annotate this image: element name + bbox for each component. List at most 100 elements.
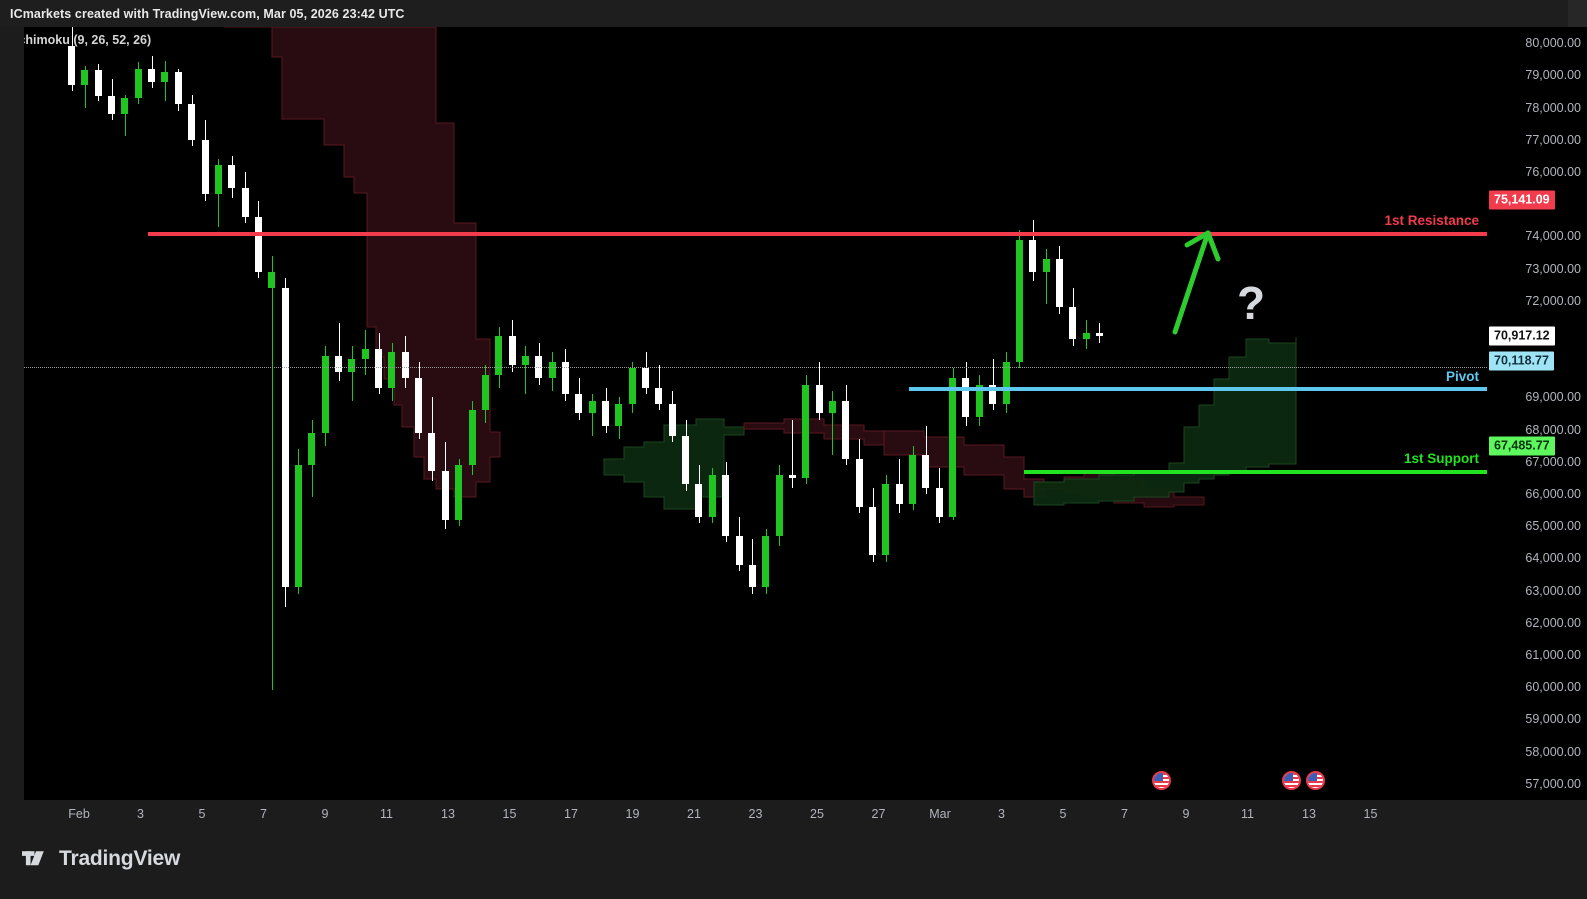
- candle-body: [468, 410, 476, 466]
- candle-body: [1082, 332, 1090, 340]
- candle-body: [615, 403, 623, 427]
- candle-body: [855, 458, 863, 507]
- candle-body: [682, 436, 690, 485]
- candle-body: [695, 484, 703, 517]
- time-tick-label: 25: [810, 807, 824, 821]
- resistance-label: 1st Resistance: [1384, 213, 1479, 228]
- left-gutter: [0, 27, 24, 800]
- time-tick-label: Mar: [929, 807, 951, 821]
- candle-body: [415, 378, 423, 433]
- economic-event-flag-icon[interactable]: [1152, 771, 1171, 790]
- tradingview-mark-icon: [22, 851, 44, 866]
- attribution-bar: ICmarkets created with TradingView.com, …: [0, 0, 1587, 27]
- pivot-label: Pivot: [1445, 369, 1479, 384]
- time-tick-label: 19: [625, 807, 640, 821]
- candle-body: [254, 217, 262, 272]
- price-tick-label: 69,000.00: [1525, 390, 1581, 405]
- candle-body: [481, 374, 489, 411]
- candle-wick: [351, 345, 353, 401]
- candle-wick: [338, 323, 340, 382]
- time-tick-label: 21: [687, 807, 701, 821]
- candle-body: [668, 403, 676, 437]
- candle-body: [1055, 258, 1063, 308]
- candle-body: [321, 355, 329, 433]
- candle-body: [108, 96, 116, 114]
- economic-event-flag-icon[interactable]: [1282, 771, 1301, 790]
- candle-body: [521, 355, 529, 366]
- candle-body: [935, 487, 943, 517]
- pivot-price-badge[interactable]: 70,118.77: [1489, 351, 1554, 371]
- candle-body: [174, 72, 182, 105]
- pivot-line[interactable]: [909, 387, 1487, 391]
- time-tick-label: 3: [998, 807, 1005, 821]
- tradingview-wordmark: TradingView: [59, 847, 181, 870]
- candle-wick: [792, 419, 794, 488]
- support-line[interactable]: [1024, 470, 1487, 474]
- candle-body: [375, 349, 383, 388]
- price-tick-label: 77,000.00: [1525, 132, 1581, 147]
- tradingview-logo[interactable]: TradingView: [22, 847, 180, 871]
- candle-body: [895, 484, 903, 504]
- candle-body: [548, 361, 556, 379]
- time-tick-label: 3: [137, 807, 144, 821]
- support-price-badge[interactable]: 67,485.77: [1489, 436, 1555, 456]
- candle-body: [94, 70, 102, 97]
- candle-body: [882, 484, 890, 556]
- candle-body: [802, 384, 810, 478]
- candle-body: [828, 400, 836, 414]
- candle-body: [708, 474, 716, 517]
- candle-body: [268, 271, 276, 288]
- price-tick-label: 67,000.00: [1525, 454, 1581, 469]
- candle-body: [214, 165, 222, 195]
- candle-body: [575, 394, 583, 414]
- candle-body: [655, 387, 663, 404]
- candle-body: [561, 361, 569, 395]
- price-axis[interactable]: 80,000.00 79,000.00 78,000.00 77,000.00 76,0…: [1487, 27, 1587, 800]
- candle-body: [989, 384, 997, 404]
- price-tick-label: 78,000.00: [1525, 100, 1581, 115]
- price-axis-background: [1487, 27, 1587, 800]
- candle-body: [1015, 239, 1023, 362]
- candle-body: [134, 68, 142, 98]
- time-tick-label: 13: [441, 807, 455, 821]
- candle-body: [815, 384, 823, 414]
- economic-event-flag-icon[interactable]: [1306, 771, 1325, 790]
- candle-body: [281, 287, 289, 588]
- candle-body: [949, 378, 957, 517]
- resistance-price-badge[interactable]: 75,141.09: [1489, 190, 1555, 210]
- last-price-price-badge[interactable]: 70,917.12: [1489, 326, 1555, 346]
- candle-body: [735, 535, 743, 565]
- candle-body: [975, 384, 983, 417]
- price-tick-label: 72,000.00: [1525, 293, 1581, 308]
- time-tick-label: 9: [321, 807, 329, 821]
- candle-body: [1029, 239, 1037, 272]
- time-axis[interactable]: Feb 3 5 7 9 11 13 15 17 19 21 23 25 27 Mar 3 5 7 9 11 13 15: [0, 800, 1587, 840]
- indicator-legend[interactable]: Ichimoku (9, 26, 52, 26): [24, 33, 152, 47]
- candle-body: [68, 46, 75, 85]
- candle-body: [628, 368, 636, 404]
- resistance-line[interactable]: [148, 232, 1487, 236]
- price-tick-label: 57,000.00: [1525, 776, 1581, 791]
- price-tick-label: 62,000.00: [1525, 615, 1581, 630]
- candle-body: [602, 400, 609, 427]
- candle-body: [441, 471, 449, 520]
- candle-body: [308, 432, 316, 466]
- candle-body: [455, 465, 463, 520]
- question-mark-annotation: ?: [1237, 277, 1266, 329]
- chart-plot-area[interactable]: 1st Resistance Pivot 1st Support ? Ichim…: [24, 27, 1487, 800]
- candle-body: [401, 352, 409, 379]
- time-tick-label: 7: [1121, 807, 1128, 821]
- candle-body: [188, 104, 196, 140]
- time-tick-label: 7: [260, 807, 267, 821]
- time-tick-label: 5: [1059, 807, 1067, 821]
- candle-body: [361, 349, 369, 359]
- price-tick-label: 74,000.00: [1525, 229, 1581, 244]
- price-tick-label: 73,000.00: [1525, 261, 1581, 276]
- time-tick-label: Feb: [68, 807, 90, 821]
- support-label: 1st Support: [1403, 451, 1479, 466]
- price-tick-label: 66,000.00: [1525, 487, 1581, 502]
- candle-body: [81, 70, 89, 85]
- candle-wick: [124, 94, 126, 137]
- candle-wick: [84, 65, 86, 108]
